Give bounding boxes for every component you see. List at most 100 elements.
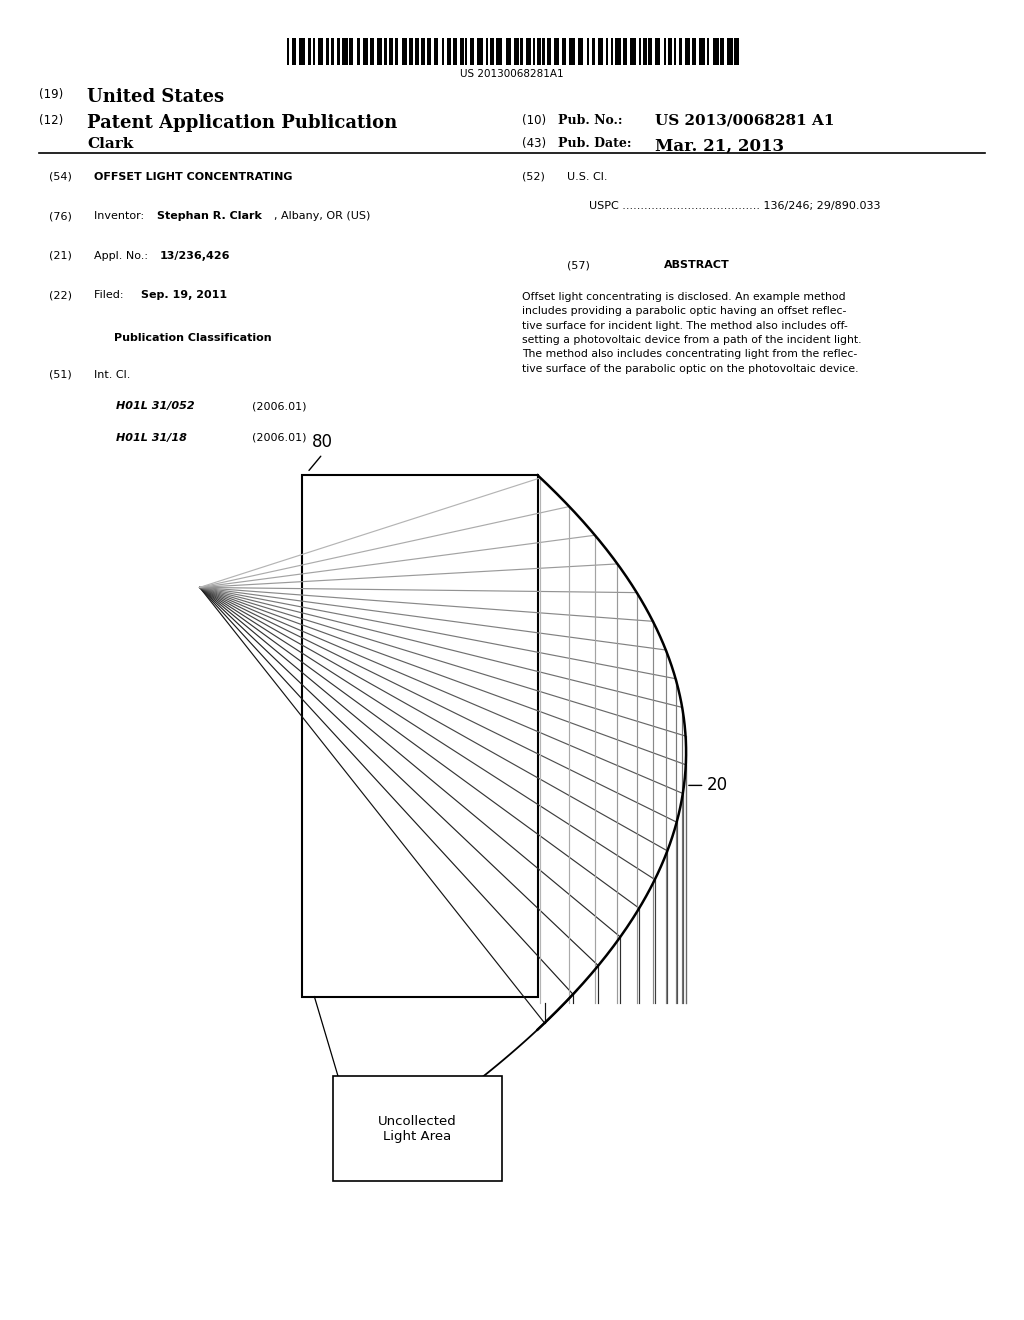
Bar	[489, 38, 494, 65]
Bar	[720, 38, 724, 65]
Bar	[477, 38, 482, 65]
Text: 20: 20	[707, 776, 728, 795]
Bar	[538, 38, 541, 65]
Bar	[370, 38, 374, 65]
Text: (12): (12)	[39, 114, 63, 127]
Text: Filed:: Filed:	[94, 290, 152, 301]
Text: US 2013/0068281 A1: US 2013/0068281 A1	[655, 114, 835, 128]
Bar	[664, 38, 667, 65]
Bar	[441, 38, 444, 65]
Text: Offset light concentrating is disclosed. An example method
includes providing a : Offset light concentrating is disclosed.…	[522, 292, 862, 374]
Bar	[292, 38, 296, 65]
Text: Publication Classification: Publication Classification	[114, 333, 271, 343]
Text: H01L 31/052: H01L 31/052	[116, 401, 195, 412]
Text: United States: United States	[87, 88, 224, 107]
Bar	[569, 38, 574, 65]
Bar	[639, 38, 641, 65]
Text: 13/236,426: 13/236,426	[160, 251, 230, 261]
Bar	[727, 38, 732, 65]
Text: Pub. Date:: Pub. Date:	[558, 137, 632, 150]
Bar	[427, 38, 431, 65]
Text: H01L 31/18: H01L 31/18	[116, 433, 186, 444]
Bar	[525, 38, 530, 65]
Bar	[606, 38, 608, 65]
Bar	[734, 38, 738, 65]
Bar	[460, 38, 464, 65]
Bar	[506, 38, 511, 65]
Bar	[543, 38, 545, 65]
Bar	[326, 38, 330, 65]
Text: (19): (19)	[39, 88, 63, 102]
Text: Appl. No.:: Appl. No.:	[94, 251, 152, 261]
Text: Inventor:: Inventor:	[94, 211, 155, 222]
Text: Pub. No.:: Pub. No.:	[558, 114, 623, 127]
Text: (52): (52)	[522, 172, 545, 182]
Bar	[631, 38, 636, 65]
Text: USPC ...................................... 136/246; 29/890.033: USPC ...................................…	[589, 201, 881, 211]
Bar	[486, 38, 487, 65]
Bar	[562, 38, 565, 65]
Text: Mar. 21, 2013: Mar. 21, 2013	[655, 137, 784, 154]
Bar	[357, 38, 360, 65]
Bar	[623, 38, 627, 65]
Bar	[554, 38, 559, 65]
Text: (76): (76)	[49, 211, 72, 222]
Text: Sep. 19, 2011: Sep. 19, 2011	[141, 290, 227, 301]
Bar	[587, 38, 589, 65]
Text: (2006.01): (2006.01)	[252, 401, 306, 412]
Text: (2006.01): (2006.01)	[252, 433, 306, 444]
Bar	[362, 38, 369, 65]
Text: Int. Cl.: Int. Cl.	[94, 370, 131, 380]
Bar	[331, 38, 334, 65]
Bar	[333, 1076, 502, 1181]
Bar	[465, 38, 467, 65]
Bar	[674, 38, 677, 65]
Bar	[578, 38, 583, 65]
Bar	[384, 38, 387, 65]
Text: Clark: Clark	[87, 137, 133, 152]
Text: 80: 80	[312, 433, 334, 451]
Bar	[643, 38, 646, 65]
Bar	[691, 38, 695, 65]
Text: (54): (54)	[49, 172, 72, 182]
Text: (51): (51)	[49, 370, 72, 380]
Bar	[648, 38, 652, 65]
Text: (43): (43)	[522, 137, 547, 150]
Bar	[611, 38, 613, 65]
Bar	[377, 38, 382, 65]
Text: (21): (21)	[49, 251, 72, 261]
Text: , Albany, OR (US): , Albany, OR (US)	[274, 211, 371, 222]
Text: (22): (22)	[49, 290, 72, 301]
Text: Stephan R. Clark: Stephan R. Clark	[157, 211, 261, 222]
Bar	[520, 38, 523, 65]
Bar	[513, 38, 519, 65]
Text: (10): (10)	[522, 114, 547, 127]
Bar	[409, 38, 413, 65]
Bar	[470, 38, 474, 65]
Bar	[415, 38, 419, 65]
Text: Uncollected
Light Area: Uncollected Light Area	[378, 1114, 457, 1143]
Bar	[713, 38, 719, 65]
Bar	[534, 38, 536, 65]
Bar	[342, 38, 348, 65]
Bar	[707, 38, 710, 65]
Bar	[318, 38, 323, 65]
Bar	[685, 38, 690, 65]
Bar	[395, 38, 398, 65]
Bar	[401, 38, 407, 65]
Bar	[434, 38, 437, 65]
Text: U.S. Cl.: U.S. Cl.	[567, 172, 608, 182]
Bar	[421, 38, 425, 65]
Bar	[668, 38, 673, 65]
Bar	[453, 38, 458, 65]
Bar	[287, 38, 289, 65]
Bar	[389, 38, 392, 65]
Bar	[312, 38, 315, 65]
Bar	[654, 38, 660, 65]
Text: OFFSET LIGHT CONCENTRATING: OFFSET LIGHT CONCENTRATING	[94, 172, 293, 182]
Bar	[337, 38, 340, 65]
Bar	[447, 38, 451, 65]
Bar	[307, 38, 311, 65]
Text: US 20130068281A1: US 20130068281A1	[460, 69, 564, 79]
Bar	[547, 38, 551, 65]
